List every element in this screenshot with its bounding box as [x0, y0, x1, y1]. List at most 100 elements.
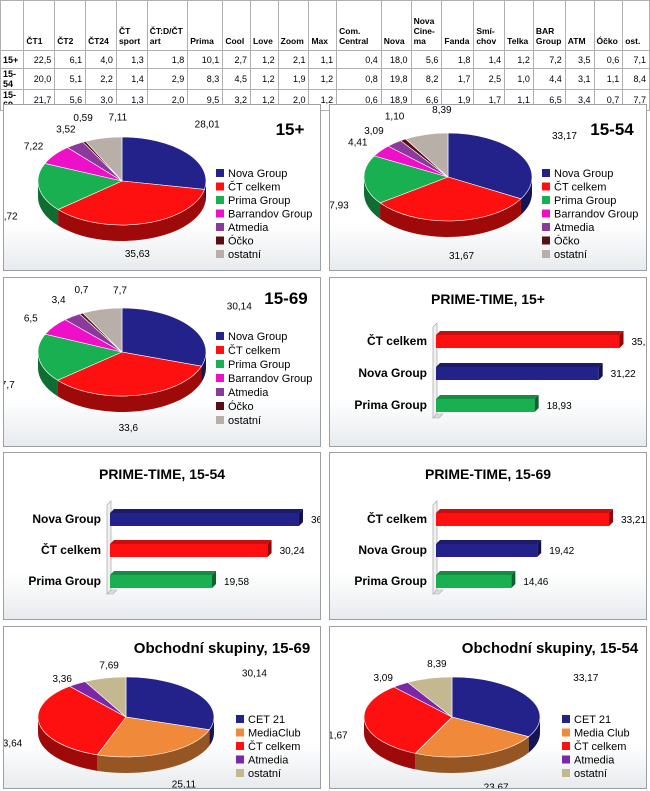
- bar-nova-group: [436, 363, 603, 380]
- bar-end: [619, 331, 624, 348]
- pie-slice-prima-group: [363, 155, 449, 204]
- bar-face: [110, 575, 213, 588]
- legend-entry: Óčko: [228, 400, 254, 413]
- bar-top: [110, 509, 303, 513]
- pie-label: 23,67: [484, 782, 509, 789]
- legend-swatch: [562, 742, 570, 750]
- pie-data-labels: 28,01 35,63 17,72 7,22 3,520,59 7,11: [4, 112, 220, 260]
- legend-entry: CET 21: [574, 714, 611, 726]
- pie-chart-15plus: 15+ 28,01 35,63 17,72 7,22 3,520,59 7,11 Nova G…: [4, 112, 312, 261]
- pie-panel-groups-15-54: Obchodní skupiny, 15-54 33,17 23,67 31,67 3,…: [329, 626, 647, 789]
- pie-side-media-club: [415, 736, 529, 773]
- table-cell: 1,9: [277, 68, 310, 90]
- pie-label: 7,22: [24, 142, 44, 153]
- table-cell: 10,1: [187, 50, 224, 69]
- row-label: 15-54: [0, 68, 25, 90]
- pie-label: 28,01: [195, 119, 220, 130]
- pie-label: 7,69: [99, 661, 119, 672]
- category-label: Prima Group: [354, 574, 427, 588]
- bar-chart-prime-15-54: PRIME-TIME, 15-54 Nova Group 36,27 ČT celke…: [28, 466, 320, 595]
- table-cell: 18,0: [380, 50, 412, 69]
- table-cell: 5,6: [410, 50, 443, 69]
- pie-side-prima-group: [364, 177, 381, 219]
- pie-slice-t-celkem: [56, 351, 203, 397]
- bars: [110, 509, 303, 588]
- pie-slice-ostatn: [407, 676, 453, 718]
- pie-slice-mediaclub: [96, 716, 210, 758]
- column-header: Óčko: [593, 0, 624, 51]
- table-cell: 2,5: [473, 68, 506, 90]
- table-cell: 1,4: [115, 68, 148, 90]
- pie-label: 33,17: [552, 131, 577, 142]
- legend-swatch: [542, 182, 550, 191]
- pie-panel-15-54: 15-54 33,17 31,67 17,93 4,413,091,10 8,39 Nova…: [329, 104, 647, 271]
- legend-swatch: [216, 223, 224, 231]
- table-row: 15+ 22,5 6,1 4,0 1,3 1,8 10,1 2,7 1,2 2,1 1,1 0,4 18…: [0, 50, 650, 69]
- column-header: Cool: [222, 0, 251, 51]
- pie-side-nova-group: [520, 177, 532, 215]
- legend-entry: CET 21: [248, 714, 285, 726]
- column-header: ČT:D/ČT art: [146, 0, 189, 51]
- bar-end: [267, 540, 272, 557]
- bar-face: [436, 575, 512, 588]
- pie-side-walls: [364, 717, 540, 773]
- bar-face: [436, 544, 538, 557]
- table-cell: 2,1: [277, 50, 310, 69]
- legend-entry: Óčko: [554, 235, 580, 248]
- legend-entry: Nova Group: [228, 331, 287, 343]
- table-cell: 0,8: [336, 68, 382, 90]
- pie-chart-groups-15-69: Obchodní skupiny, 15-69 30,14 25,11 33,64 3,…: [4, 640, 310, 788]
- legend-entry: Atmedia: [228, 222, 269, 234]
- legend-entry: Prima Group: [554, 195, 616, 207]
- column-header: ČT24: [85, 0, 117, 51]
- table-cell: 1,0: [504, 68, 534, 90]
- bar-end: [212, 571, 217, 588]
- legend-swatch: [216, 402, 224, 410]
- legend-swatch: [562, 728, 570, 737]
- bar-panel-prime-15plus: PRIME-TIME, 15+ ČT celkem 35,22 Nova Group 3…: [329, 277, 647, 447]
- legend-swatch: [216, 360, 224, 368]
- bar-end: [537, 540, 542, 557]
- table-cell: 1,2: [249, 68, 279, 90]
- share-table: ČT1 ČT2 ČT24 ČT sport ČT:D/ČT art Prima Cool Lo…: [0, 0, 650, 111]
- legend-entry: ČT celkem: [554, 181, 606, 194]
- pie-label: 33,64: [4, 738, 23, 749]
- column-header: [0, 0, 25, 51]
- bar-face: [110, 544, 268, 557]
- axis-floor: [106, 589, 118, 595]
- chart-title: Obchodní skupiny, 15-54: [462, 640, 639, 657]
- table-cell: 1,2: [504, 50, 534, 69]
- pie-label: 3,4: [52, 295, 66, 306]
- pie-label: 3,09: [364, 126, 384, 137]
- category-label: Nova Group: [358, 366, 427, 380]
- legend-swatch: [236, 755, 244, 764]
- legend-entry: Atmedia: [248, 755, 289, 767]
- column-header: Love: [249, 0, 279, 51]
- bar-nova-group: [110, 509, 303, 526]
- legend-swatch: [236, 742, 244, 750]
- bar-face: [436, 513, 610, 526]
- legend-entry: Prima Group: [228, 359, 290, 371]
- legend-swatch: [542, 196, 550, 204]
- chart-title: PRIME-TIME, 15-69: [425, 466, 551, 482]
- column-header: BAR Group: [532, 0, 566, 51]
- column-header: Nova: [380, 0, 412, 51]
- table-cell: 1,2: [308, 68, 338, 90]
- column-header: ost.: [622, 0, 650, 51]
- pie-panel-15plus: 15+ 28,01 35,63 17,72 7,22 3,520,59 7,11 Nova G…: [3, 104, 321, 271]
- legend-swatch: [562, 715, 570, 723]
- table-header-row: ČT1 ČT2 ČT24 ČT sport ČT:D/ČT art Prima Cool Lo…: [0, 0, 650, 51]
- category-label: Prima Group: [28, 574, 101, 588]
- pie-chart-15-54: 15-54 33,17 31,67 17,93 4,413,091,10 8,39 Nova…: [330, 105, 638, 262]
- pie-panel-groups-15-69: Obchodní skupiny, 15-69 30,14 25,11 33,64 3,…: [3, 626, 321, 789]
- pie-slices: [37, 136, 207, 226]
- bar-top: [436, 331, 624, 335]
- pie-slice-t-celkem: [37, 685, 127, 756]
- bar-face: [110, 513, 299, 526]
- pie-label: 17,7: [4, 380, 15, 391]
- table-cell: 1,7: [441, 68, 475, 90]
- pie-data-labels: 33,17 23,67 31,67 3,09 8,39: [330, 659, 599, 789]
